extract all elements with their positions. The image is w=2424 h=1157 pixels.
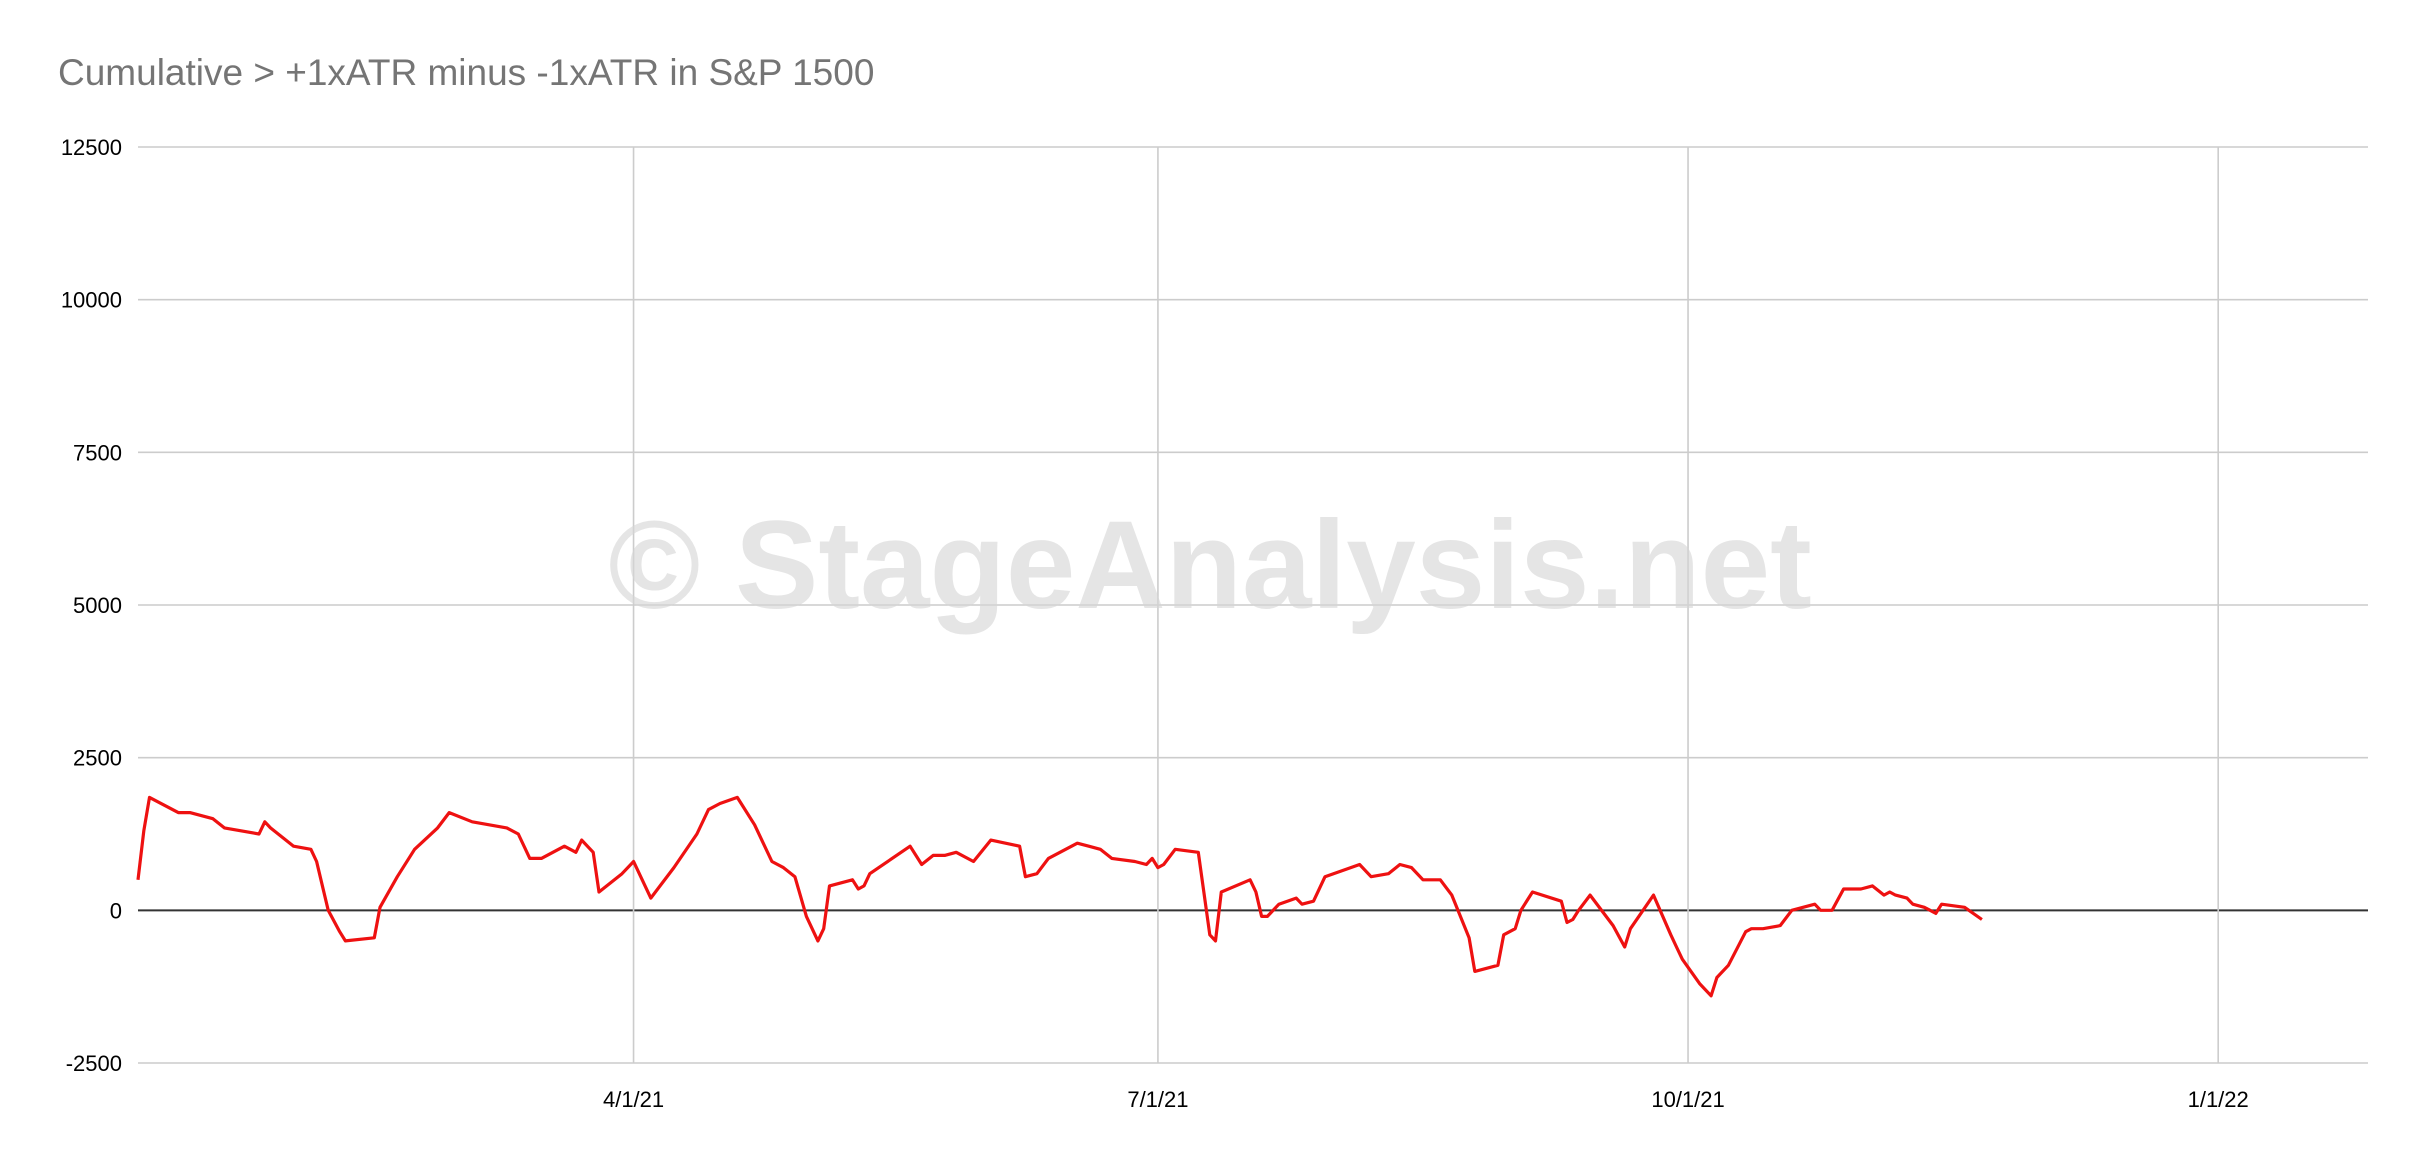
- series-layer: [136, 795, 1983, 998]
- y-tick-label: -2500: [66, 1051, 122, 1076]
- x-tick-label: 4/1/21: [603, 1087, 664, 1112]
- chart-title: Cumulative > +1xATR minus -1xATR in S&P …: [58, 52, 875, 93]
- y-tick-label: 5000: [73, 593, 122, 618]
- axes: 12500 10000 7500 5000 2500 0 -2500 4/1/21 7/1/21…: [61, 135, 2249, 1112]
- y-tick-label: 7500: [73, 440, 122, 465]
- x-tick-label: 7/1/21: [1127, 1087, 1188, 1112]
- x-tick-label: 10/1/21: [1651, 1087, 1724, 1112]
- y-tick-label: 0: [110, 898, 122, 923]
- y-tick-label: 10000: [61, 288, 122, 313]
- watermark: © StageAnalysis.net: [608, 496, 1812, 635]
- y-tick-label: 12500: [61, 135, 122, 160]
- y-tick-label: 2500: [73, 746, 122, 771]
- cumulative-line: [136, 795, 1983, 998]
- gridlines: [138, 146, 2368, 1064]
- x-tick-label: 1/1/22: [2188, 1087, 2249, 1112]
